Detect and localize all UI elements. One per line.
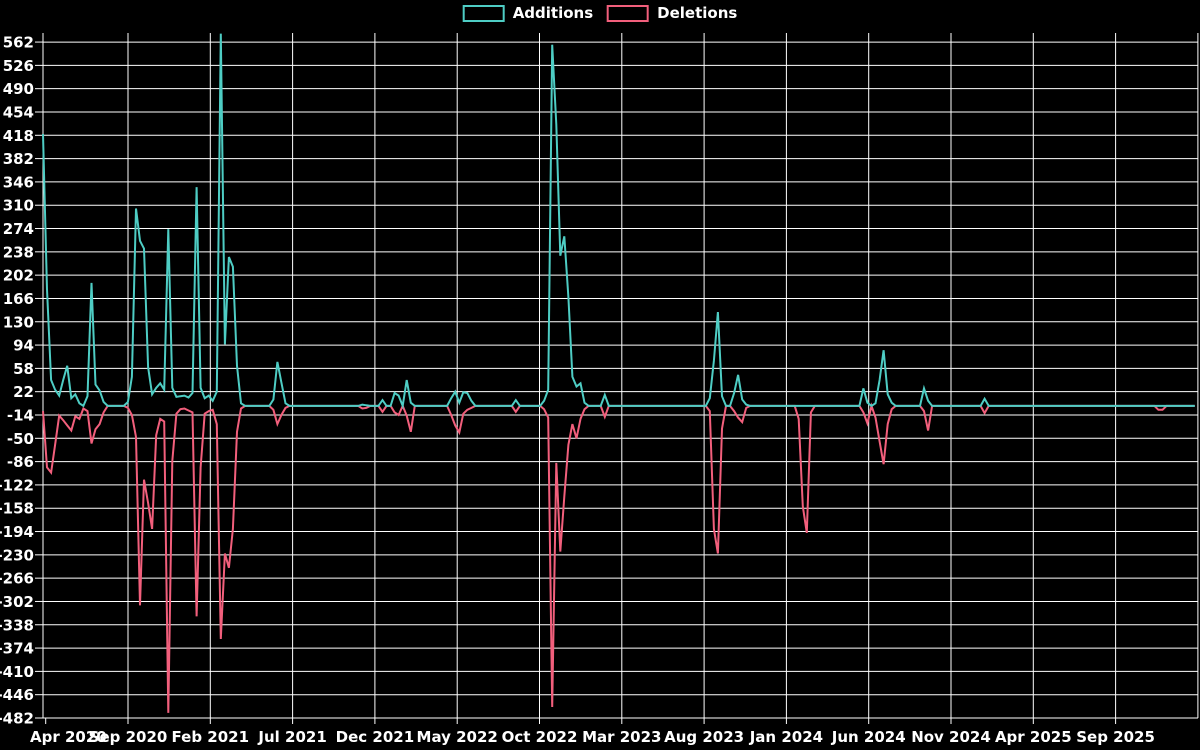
- y-tick-label: -230: [0, 546, 34, 564]
- y-tick-label: -374: [0, 640, 34, 658]
- y-tick-label: 562: [3, 34, 34, 52]
- y-tick-label: 346: [3, 173, 34, 191]
- y-tick-label: 526: [3, 57, 34, 75]
- x-tick-label: Jun 2024: [831, 728, 906, 746]
- y-tick-label: -410: [0, 663, 34, 681]
- y-tick-label: 58: [13, 360, 34, 378]
- y-tick-label: 274: [3, 220, 34, 238]
- y-tick-label: 310: [3, 197, 34, 215]
- y-tick-label: 130: [3, 313, 34, 331]
- y-tick-label: -158: [0, 500, 34, 518]
- y-tick-label: -446: [0, 686, 34, 704]
- legend-item-additions[interactable]: Additions: [462, 4, 594, 22]
- y-tick-label: -338: [0, 616, 34, 634]
- y-tick-label: -302: [0, 593, 34, 611]
- y-tick-label: 202: [3, 267, 34, 285]
- legend-deletions-label: Deletions: [657, 4, 738, 22]
- y-tick-label: -194: [0, 523, 34, 541]
- y-tick-label: -122: [0, 476, 34, 494]
- deletions-swatch-icon: [607, 5, 650, 22]
- additions-swatch-icon: [462, 5, 505, 22]
- x-tick-label: Oct 2022: [502, 728, 578, 746]
- x-tick-label: Nov 2024: [911, 728, 991, 746]
- legend-additions-label: Additions: [512, 4, 594, 22]
- x-tick-label: Aug 2023: [664, 728, 744, 746]
- axis-labels: 562 526 490 454 418 382 346 310 274 238 202 166 130 9…: [0, 34, 1155, 746]
- legend-item-deletions[interactable]: Deletions: [607, 5, 737, 22]
- gridlines: [35, 33, 1199, 724]
- y-tick-label: -50: [7, 430, 34, 448]
- x-tick-label: Mar 2023: [582, 728, 661, 746]
- y-tick-label: 94: [13, 337, 34, 355]
- y-tick-label: -14: [7, 406, 34, 424]
- y-tick-label: 22: [13, 383, 34, 401]
- x-tick-label: Apr 2025: [995, 728, 1072, 746]
- x-tick-label: Sep 2020: [89, 728, 168, 746]
- deletions-line: [42, 402, 1195, 713]
- y-tick-label: 454: [3, 103, 34, 121]
- y-tick-label: -482: [0, 710, 34, 728]
- x-tick-label: Jul 2021: [257, 728, 326, 746]
- y-tick-label: 382: [3, 150, 34, 168]
- x-tick-label: Feb 2021: [172, 728, 250, 746]
- x-tick-label: Jan 2024: [749, 728, 823, 746]
- x-tick-label: May 2022: [417, 728, 498, 746]
- y-tick-label: 418: [3, 127, 34, 145]
- chart-legend: Additions Deletions: [462, 4, 737, 22]
- y-tick-label: -86: [7, 453, 34, 471]
- x-tick-label: Sep 2025: [1076, 728, 1155, 746]
- y-tick-label: 490: [3, 80, 34, 98]
- additions-line: [42, 33, 1195, 410]
- y-tick-label: 166: [3, 290, 34, 308]
- y-tick-label: -266: [0, 570, 34, 588]
- x-tick-label: Dec 2021: [336, 728, 415, 746]
- y-tick-label: 238: [3, 243, 34, 261]
- x-tick-label: Apr 2020: [30, 728, 107, 746]
